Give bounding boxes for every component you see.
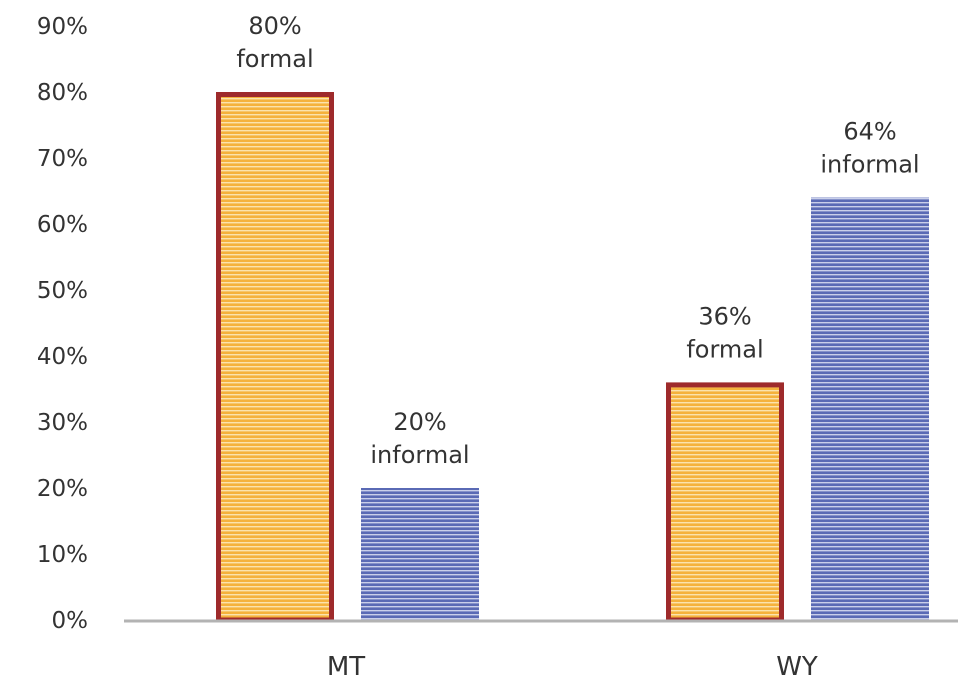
category-label-wy: WY xyxy=(776,652,818,682)
bar-wy-informal xyxy=(811,197,929,620)
y-tick-label: 0% xyxy=(52,608,89,634)
bar-wy-formal xyxy=(666,382,784,623)
y-tick-label: 90% xyxy=(37,14,88,40)
bar-mt-formal xyxy=(216,92,334,623)
data-label-value: 64% xyxy=(843,118,896,146)
y-tick-label: 40% xyxy=(37,344,88,370)
y-axis-tick-labels: 0% 10% 20% 30% 40% 50% 60% 70% 80% 90% xyxy=(37,14,88,634)
y-tick-label: 80% xyxy=(37,80,88,106)
category-label-mt: MT xyxy=(327,652,365,682)
y-tick-label: 60% xyxy=(37,212,88,238)
data-label-value: 20% xyxy=(393,408,446,436)
data-label-value: 80% xyxy=(248,12,301,40)
y-tick-label: 50% xyxy=(37,278,88,304)
y-tick-label: 30% xyxy=(37,410,88,436)
bars xyxy=(216,92,929,623)
y-tick-label: 20% xyxy=(37,476,88,502)
data-label-type: formal xyxy=(236,45,313,73)
data-label-type: informal xyxy=(370,441,469,469)
y-tick-label: 70% xyxy=(37,146,88,172)
data-label-value: 36% xyxy=(698,302,751,330)
data-label-type: formal xyxy=(686,335,763,363)
bar-mt-informal xyxy=(361,488,479,620)
category-labels: MT WY xyxy=(327,652,818,682)
data-labels: 80% formal 20% informal 36% formal 64% informal xyxy=(236,12,919,469)
data-label-type: informal xyxy=(820,151,919,179)
y-tick-label: 10% xyxy=(37,542,88,568)
